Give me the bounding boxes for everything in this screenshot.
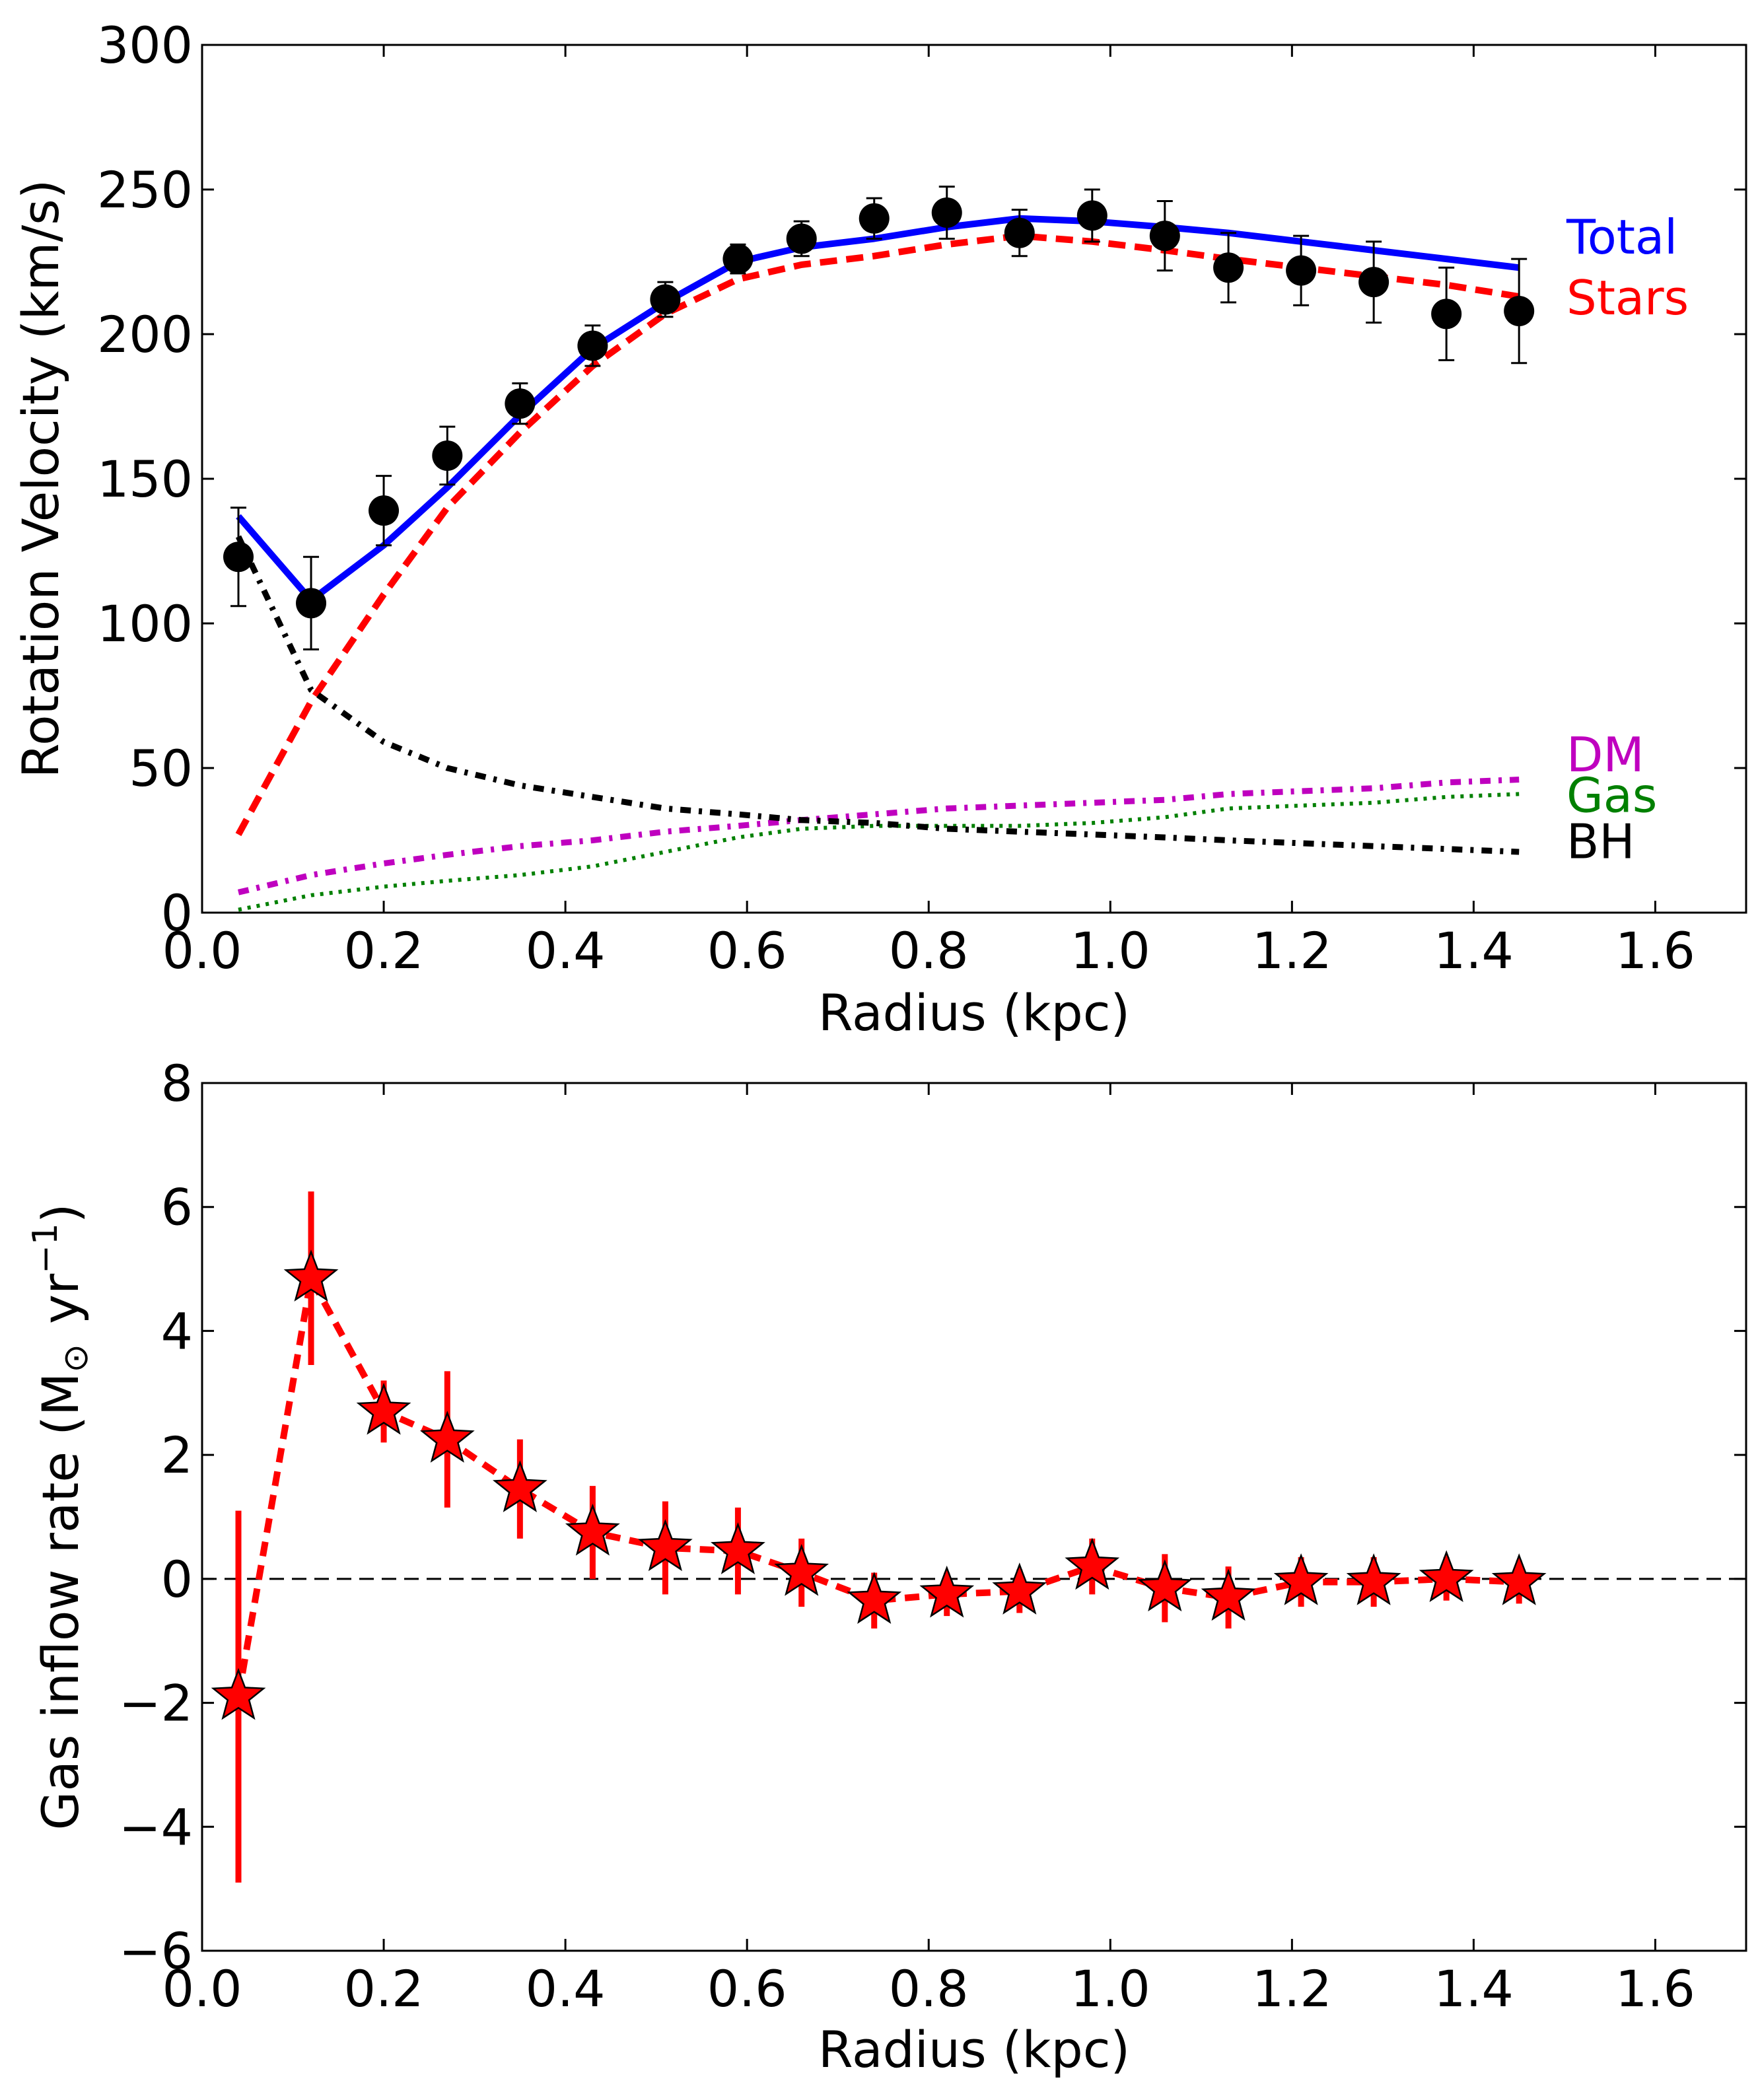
observed-point bbox=[505, 388, 536, 419]
observed-point bbox=[1431, 298, 1462, 330]
bottom-xtick-label: 0.0 bbox=[162, 1959, 242, 2018]
label-dm: DM bbox=[1566, 727, 1644, 783]
series-bh-line bbox=[235, 535, 1520, 855]
observed-point bbox=[1076, 200, 1108, 231]
observed-point bbox=[931, 197, 962, 228]
bottom-ytick-label: 2 bbox=[161, 1426, 193, 1485]
bottom-xtick-label: 0.8 bbox=[889, 1959, 969, 2018]
top-xtick-label: 0.4 bbox=[526, 921, 606, 980]
inflow-star bbox=[919, 1565, 975, 1618]
inflow-star bbox=[211, 1667, 266, 1720]
bottom-xtick-label: 1.2 bbox=[1252, 1959, 1332, 2018]
top-ytick-label: 300 bbox=[97, 16, 193, 75]
inflow-star bbox=[638, 1519, 693, 1572]
inflow-star bbox=[565, 1503, 620, 1556]
inflow-star bbox=[1419, 1550, 1474, 1603]
top-xtick-label: 1.4 bbox=[1434, 921, 1514, 980]
top-ytick-label: 150 bbox=[97, 450, 193, 508]
top-xtick-label: 0.6 bbox=[707, 921, 787, 980]
label-stars: Stars bbox=[1566, 270, 1689, 326]
label-gas: Gas bbox=[1566, 767, 1657, 823]
ylabel-unit: yr bbox=[31, 1273, 90, 1324]
ylabel-sun-symbol: ⊙ bbox=[56, 1344, 96, 1373]
bottom-ytick-label: −2 bbox=[119, 1674, 193, 1733]
inflow-star bbox=[492, 1460, 547, 1512]
inflow-star bbox=[711, 1522, 765, 1574]
bottom-ytick-label: 4 bbox=[161, 1302, 193, 1360]
observed-point bbox=[1504, 295, 1535, 326]
label-total: Total bbox=[1566, 209, 1677, 265]
bottom-ytick-label: 0 bbox=[161, 1550, 193, 1609]
inflow-star bbox=[1346, 1553, 1401, 1605]
observed-point bbox=[577, 330, 608, 361]
bottom-xtick-label: 0.6 bbox=[707, 1959, 787, 2018]
observed-point bbox=[432, 440, 463, 471]
top-x-ticks: 0.0 0.2 0.4 0.6 0.8 1.0 1.2 1.4 1.6 bbox=[162, 45, 1695, 980]
inflow-star bbox=[992, 1562, 1047, 1615]
inflow-star bbox=[847, 1572, 902, 1624]
observed-point bbox=[296, 588, 327, 619]
top-xtick-label: 1.0 bbox=[1071, 921, 1150, 980]
ylabel-exponent: −1 bbox=[26, 1223, 65, 1274]
gas-inflow-panel: 0.0 0.2 0.4 0.6 0.8 1.0 1.2 1.4 1.6 −6−4−202468 … bbox=[26, 1054, 1747, 2079]
bottom-xtick-label: 1.6 bbox=[1615, 1959, 1695, 2018]
bottom-axes-frame bbox=[201, 1082, 1747, 1952]
inflow-star bbox=[283, 1249, 339, 1302]
label-bh: BH bbox=[1566, 814, 1635, 870]
inflow-star bbox=[1065, 1537, 1120, 1590]
top-xtick-label: 0.8 bbox=[889, 921, 969, 980]
observed-point bbox=[223, 542, 254, 573]
observed-point bbox=[1358, 267, 1389, 298]
observed-point bbox=[1286, 255, 1317, 286]
ylabel-close: ) bbox=[31, 1203, 90, 1223]
inflow-star bbox=[774, 1543, 829, 1596]
bottom-xtick-label: 1.0 bbox=[1071, 1959, 1150, 2018]
top-xtick-label: 1.6 bbox=[1615, 921, 1695, 980]
series-dm-line bbox=[237, 777, 1520, 895]
bottom-y-axis-label: Gas inflow rate (M⊙ yr−1) bbox=[26, 1203, 96, 1830]
bottom-ytick-label: −6 bbox=[119, 1922, 193, 1980]
ylabel-main: Gas inflow rate (M bbox=[31, 1373, 90, 1831]
inflow-star bbox=[356, 1382, 411, 1435]
inflow-star bbox=[1273, 1553, 1329, 1605]
rotation-observed-points bbox=[223, 197, 1535, 619]
top-y-ticks: 0 50 100 150 200 250 300 bbox=[97, 16, 1746, 942]
rotation-curve-panel: 0.0 0.2 0.4 0.6 0.8 1.0 1.2 1.4 1.6 0 50 100 150 200… bbox=[11, 16, 1747, 1042]
bottom-x-axis-label: Radius (kpc) bbox=[818, 2020, 1130, 2079]
inflow-star-markers bbox=[211, 1249, 1547, 1720]
bottom-ytick-label: 6 bbox=[161, 1178, 193, 1237]
bottom-ytick-label: 8 bbox=[161, 1054, 193, 1113]
top-y-axis-label: Rotation Velocity (km/s) bbox=[11, 180, 70, 779]
observed-point bbox=[369, 495, 400, 526]
top-x-axis-label: Radius (kpc) bbox=[818, 983, 1130, 1042]
inflow-star bbox=[419, 1411, 475, 1463]
inflow-star bbox=[1201, 1568, 1256, 1621]
bottom-x-ticks: 0.0 0.2 0.4 0.6 0.8 1.0 1.2 1.4 1.6 bbox=[162, 1083, 1695, 2018]
top-ytick-label: 200 bbox=[97, 305, 193, 364]
bottom-xtick-label: 0.4 bbox=[526, 1959, 606, 2018]
top-xtick-label: 1.2 bbox=[1252, 921, 1332, 980]
bottom-xtick-label: 0.2 bbox=[344, 1959, 424, 2018]
top-ytick-label: 250 bbox=[97, 160, 193, 219]
top-ytick-label: 100 bbox=[97, 594, 193, 653]
observed-point bbox=[1213, 252, 1244, 283]
observed-point bbox=[722, 244, 754, 275]
top-xtick-label: 0.0 bbox=[162, 921, 242, 980]
inflow-star bbox=[1137, 1559, 1193, 1612]
top-ytick-label: 50 bbox=[129, 739, 193, 798]
observed-point bbox=[650, 284, 681, 315]
top-ytick-label: 0 bbox=[161, 884, 193, 942]
observed-point bbox=[859, 203, 890, 234]
bottom-xtick-label: 1.4 bbox=[1434, 1959, 1514, 2018]
inflow-star bbox=[1491, 1553, 1547, 1605]
bottom-ytick-label: −4 bbox=[119, 1798, 193, 1856]
observed-point bbox=[1004, 217, 1035, 248]
observed-point bbox=[786, 223, 817, 254]
bottom-y-ticks: −6 −4 −2 0 2 4 6 8 bbox=[119, 1054, 1746, 1980]
top-xtick-label: 0.2 bbox=[344, 921, 424, 980]
observed-point bbox=[1149, 221, 1180, 252]
